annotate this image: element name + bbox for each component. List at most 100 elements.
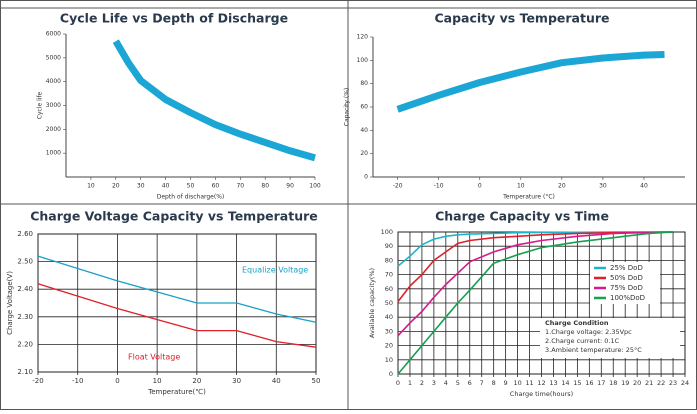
y-tick-label: 2.60 [17, 230, 33, 238]
y-tick-label: 30 [385, 327, 393, 335]
y-tick-label: 100 [381, 228, 393, 236]
chart-title: Cycle Life vs Depth of Discharge [60, 11, 288, 26]
legend-label: 25% DoD [610, 264, 643, 272]
x-tick-label: 1 [408, 379, 412, 387]
y-tick-label: 2.50 [17, 258, 33, 266]
chart-title: Capacity vs Temperature [434, 11, 609, 26]
data-line [37, 283, 317, 348]
plot-area [66, 34, 315, 177]
y-tick-label: 50 [385, 299, 393, 307]
x-tick-label: 5 [456, 379, 460, 387]
annotation: 3.Ambient temperature: 25°C [545, 346, 642, 354]
series-label: Equalize Voltage [242, 266, 308, 275]
y-tick-label: 60 [385, 285, 393, 293]
x-tick-label: 80 [261, 183, 269, 190]
x-tick-label: 0 [478, 183, 482, 190]
x-tick-label: 20 [112, 183, 120, 190]
x-tick-label: 0 [396, 379, 400, 387]
x-tick-label: 6 [468, 379, 472, 387]
y-tick-label: 2.30 [17, 313, 33, 321]
x-tick-label: 70 [236, 183, 244, 190]
y-tick-label: 40 [360, 127, 368, 134]
x-tick-label: 9 [504, 379, 508, 387]
x-tick-label: 18 [609, 379, 617, 387]
plot-area [37, 233, 317, 373]
y-tick-label: 0 [364, 174, 368, 181]
x-tick-label: 20 [192, 377, 201, 385]
y-tick-label: 120 [357, 34, 369, 41]
series-label: Float Voltage [128, 353, 180, 362]
annotation: 1.Charge voltage: 2.35Vpc [545, 328, 632, 336]
y-tick-label: 90 [385, 242, 393, 250]
x-tick-label: 30 [137, 183, 145, 190]
y-tick-label: 2.40 [17, 285, 33, 293]
y-tick-label: 40 [385, 313, 393, 321]
legend-label: 50% DoD [610, 274, 643, 282]
annotation-box [540, 318, 680, 358]
x-tick-label: 17 [597, 379, 605, 387]
y-tick-label: 5000 [46, 54, 61, 61]
data-line [112, 39, 316, 162]
x-tick-label: 3 [432, 379, 436, 387]
data-line [37, 255, 317, 323]
y-tick-label: 4000 [46, 78, 61, 85]
y-tick-label: 60 [360, 104, 368, 111]
y-axis-label: Capacity (%) [344, 88, 351, 127]
y-tick-label: 80 [385, 256, 393, 264]
x-tick-label: -10 [72, 377, 83, 385]
x-tick-label: 50 [187, 183, 195, 190]
x-tick-label: 30 [599, 183, 607, 190]
x-tick-label: 2 [420, 379, 424, 387]
x-tick-label: 16 [585, 379, 593, 387]
x-tick-label: 7 [480, 379, 484, 387]
annotation: 2.Charge current: 0.1C [545, 337, 620, 345]
y-tick-label: 2000 [46, 126, 61, 133]
x-tick-label: 20 [633, 379, 641, 387]
chart-title: Charge Capacity vs Time [435, 209, 609, 224]
x-tick-label: 24 [681, 379, 689, 387]
x-tick-label: 0 [115, 377, 119, 385]
x-tick-label: 22 [657, 379, 665, 387]
x-tick-label: 20 [558, 183, 566, 190]
x-tick-label: 10 [513, 379, 521, 387]
y-tick-label: 80 [360, 80, 368, 87]
x-axis-label: Temperature(℃) [147, 388, 206, 396]
x-axis-label: Temperature (°C) [502, 194, 555, 201]
annotation: Charge Condition [545, 319, 609, 327]
x-tick-label: 10 [517, 183, 525, 190]
y-tick-label: 3000 [46, 102, 61, 109]
legend-label: 75% DoD [610, 284, 643, 292]
y-tick-label: 20 [385, 342, 393, 350]
x-tick-label: 90 [286, 183, 294, 190]
x-tick-label: 15 [573, 379, 581, 387]
y-tick-label: 2.20 [17, 340, 33, 348]
x-tick-label: 10 [153, 377, 162, 385]
x-tick-label: 50 [312, 377, 321, 385]
x-tick-label: 4 [444, 379, 448, 387]
x-tick-label: -10 [434, 183, 444, 190]
x-tick-label: 21 [645, 379, 653, 387]
legend-label: 100%DoD [610, 294, 645, 302]
x-axis-label: Charge time(hours) [510, 390, 573, 398]
x-tick-label: 40 [640, 183, 648, 190]
x-tick-label: -20 [32, 377, 43, 385]
x-tick-label: 40 [162, 183, 170, 190]
x-tick-label: 23 [669, 379, 677, 387]
x-tick-label: 13 [549, 379, 557, 387]
y-tick-label: 0 [389, 370, 393, 378]
y-tick-label: 20 [360, 150, 368, 157]
y-tick-label: 2.10 [17, 368, 33, 376]
y-axis-label: Charge Voltage(V) [6, 271, 14, 335]
x-tick-label: -20 [393, 183, 403, 190]
chart-title: Charge Voltage Capacity vs Temperature [30, 209, 318, 224]
y-axis-label: Available capacity(%) [368, 268, 376, 338]
x-tick-label: 19 [621, 379, 629, 387]
x-tick-label: 30 [232, 377, 241, 385]
y-tick-label: 6000 [46, 31, 61, 38]
x-tick-label: 60 [212, 183, 220, 190]
data-line [397, 231, 674, 337]
x-tick-label: 14 [561, 379, 569, 387]
y-tick-label: 1000 [46, 150, 61, 157]
y-tick-label: 70 [385, 271, 393, 279]
